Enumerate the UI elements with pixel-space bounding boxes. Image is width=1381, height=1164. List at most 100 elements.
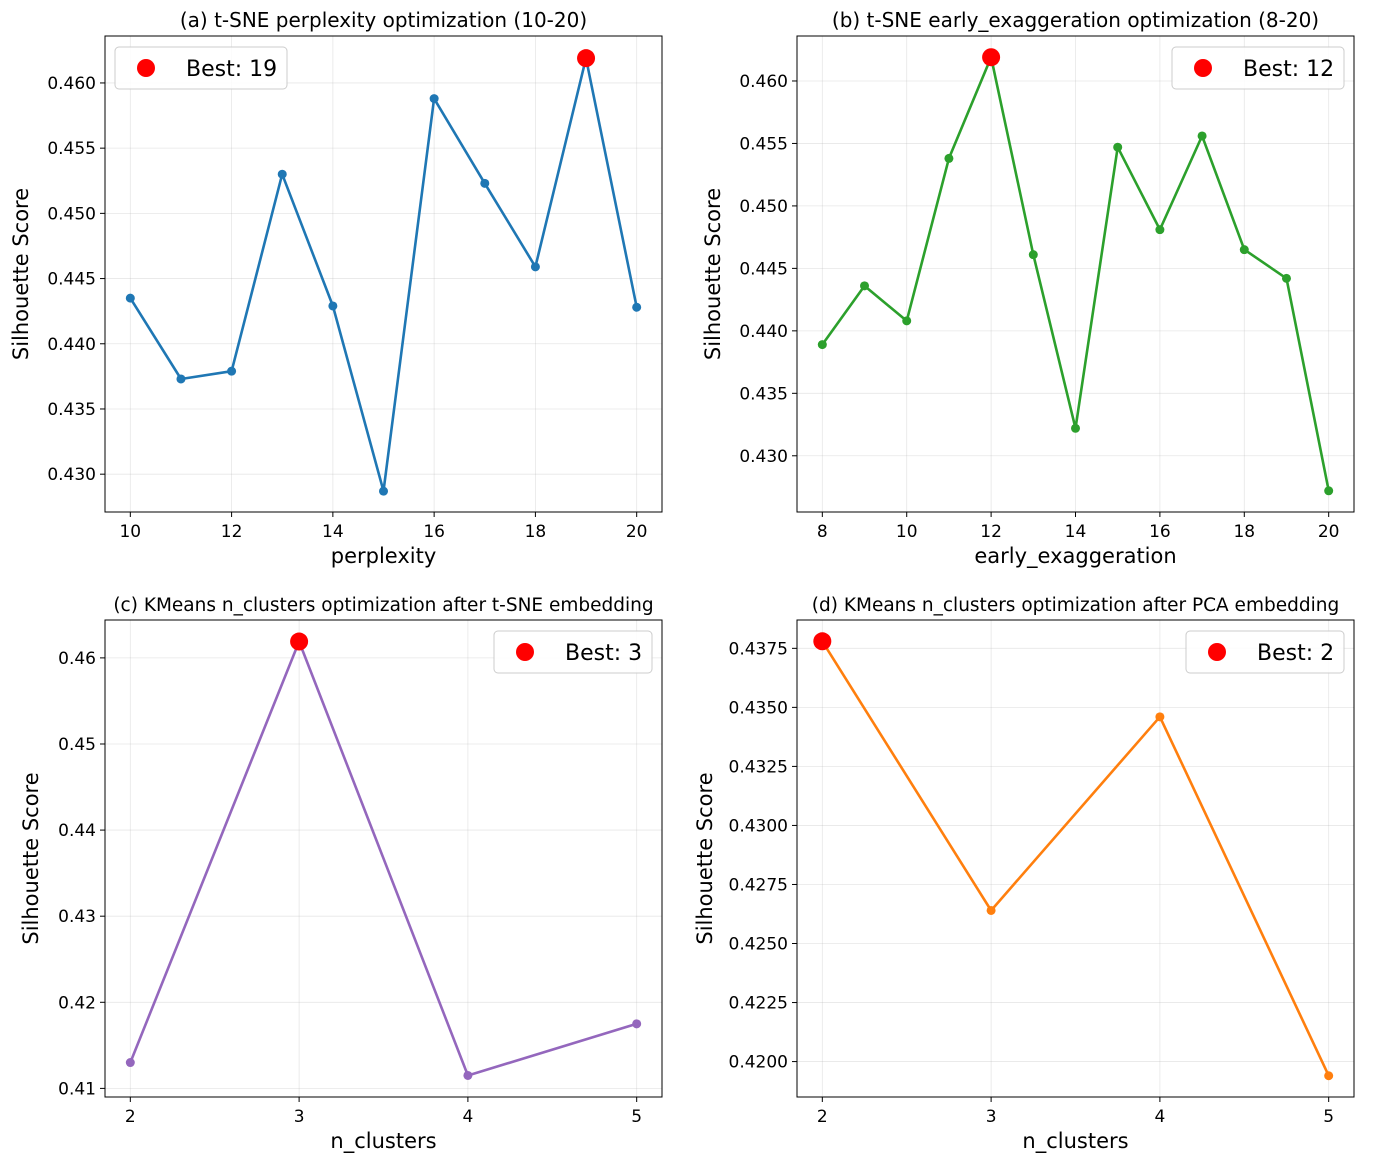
legend-label: Best: 2 xyxy=(1257,641,1334,666)
chart-title: (d) KMeans n_clusters optimization after… xyxy=(812,595,1339,616)
x-axis-label: perplexity xyxy=(331,544,437,568)
y-tick-label: 0.4375 xyxy=(729,639,788,659)
y-tick-label: 0.4225 xyxy=(729,994,788,1014)
data-point xyxy=(1155,225,1165,235)
y-tick-label: 0.45 xyxy=(58,735,96,755)
legend-label: Best: 12 xyxy=(1243,57,1334,82)
data-point xyxy=(1324,486,1334,496)
y-tick-label: 0.4250 xyxy=(729,935,788,955)
y-tick-label: 0.450 xyxy=(739,197,788,217)
y-tick-label: 0.460 xyxy=(47,74,96,94)
best-marker xyxy=(813,632,832,651)
data-point xyxy=(530,262,540,272)
y-tick-label: 0.430 xyxy=(739,447,788,467)
x-axis-label: n_clusters xyxy=(1022,1129,1128,1154)
x-tick-label: 2 xyxy=(817,1107,828,1127)
x-tick-label: 16 xyxy=(423,522,445,542)
legend-box xyxy=(493,630,653,674)
y-tick-label: 0.4300 xyxy=(729,816,788,836)
data-point xyxy=(176,374,186,384)
x-tick-label: 14 xyxy=(1065,522,1087,542)
data-point xyxy=(860,281,870,291)
x-tick-label: 18 xyxy=(1233,522,1255,542)
legend: Best: 12 xyxy=(1171,46,1345,90)
axes-frame xyxy=(796,35,1355,513)
y-tick-label: 0.4325 xyxy=(729,757,788,777)
chart-title: (a) t-SNE perplexity optimization (10-20… xyxy=(180,8,587,32)
x-tick-label: 5 xyxy=(631,1107,642,1127)
x-tick-label: 20 xyxy=(1318,522,1340,542)
legend-label: Best: 3 xyxy=(565,641,642,666)
data-point xyxy=(1113,142,1123,152)
axes-frame xyxy=(104,619,663,1098)
series-line xyxy=(821,640,1330,1077)
y-tick-label: 0.445 xyxy=(47,270,96,290)
best-marker xyxy=(577,49,596,68)
legend-box xyxy=(114,46,288,90)
data-point xyxy=(1071,423,1080,433)
chart-panel-c: 2 3 4 5 0.41 0.42 0.43 0.44 0.45 0.46 (c) KMeans n… xyxy=(19,595,663,1154)
axes-frame xyxy=(104,35,663,513)
x-tick-label: 4 xyxy=(1154,1107,1165,1127)
chart-title: (b) t-SNE early_exaggeration optimizatio… xyxy=(832,8,1319,32)
x-tick-label: 3 xyxy=(294,1107,305,1127)
x-tick-label: 8 xyxy=(817,522,828,542)
y-tick-label: 0.41 xyxy=(58,1079,96,1099)
legend-label: Best: 19 xyxy=(186,57,277,82)
x-tick-label: 14 xyxy=(322,522,344,542)
data-point xyxy=(632,302,642,312)
y-tick-label: 0.430 xyxy=(47,465,96,485)
legend-marker xyxy=(516,643,534,661)
x-tick-label: 12 xyxy=(980,522,1002,542)
best-marker xyxy=(982,48,1001,67)
data-point xyxy=(125,293,135,303)
data-point xyxy=(1155,712,1165,722)
legend-marker xyxy=(1208,643,1226,661)
best-marker xyxy=(290,632,309,651)
data-point xyxy=(902,316,912,326)
data-point xyxy=(480,178,490,188)
y-tick-label: 0.460 xyxy=(739,72,788,92)
x-tick-label: 10 xyxy=(119,522,141,542)
legend-marker xyxy=(1194,59,1212,77)
legend: Best: 3 xyxy=(493,630,653,674)
y-tick-label: 0.42 xyxy=(58,993,96,1013)
x-tick-label: 2 xyxy=(125,1107,136,1127)
legend-marker xyxy=(137,59,155,77)
axes-frame xyxy=(796,619,1355,1098)
data-point xyxy=(1324,1071,1334,1081)
y-tick-label: 0.4350 xyxy=(729,698,788,718)
data-point xyxy=(429,94,439,104)
data-point xyxy=(817,340,827,350)
x-axis-label: n_clusters xyxy=(330,1129,436,1154)
y-tick-label: 0.4275 xyxy=(729,875,788,895)
data-point xyxy=(1197,131,1207,141)
data-point xyxy=(277,169,287,179)
x-tick-label: 20 xyxy=(626,522,648,542)
y-tick-label: 0.44 xyxy=(58,821,96,841)
data-point xyxy=(1028,250,1038,260)
y-tick-label: 0.4200 xyxy=(729,1053,788,1073)
data-point xyxy=(379,486,388,496)
y-tick-label: 0.435 xyxy=(47,400,96,420)
x-tick-label: 18 xyxy=(525,522,547,542)
x-tick-label: 4 xyxy=(462,1107,473,1127)
y-tick-label: 0.43 xyxy=(58,907,96,927)
legend: Best: 19 xyxy=(114,46,288,90)
x-tick-label: 5 xyxy=(1323,1107,1334,1127)
x-tick-label: 16 xyxy=(1149,522,1171,542)
y-tick-label: 0.46 xyxy=(58,649,96,669)
legend-box xyxy=(1171,46,1345,90)
x-tick-label: 3 xyxy=(986,1107,997,1127)
y-axis-label: Silhouette Score xyxy=(693,772,717,944)
x-tick-label: 12 xyxy=(221,522,243,542)
data-point xyxy=(1239,245,1249,255)
y-tick-label: 0.435 xyxy=(739,384,788,404)
data-point xyxy=(328,301,338,311)
chart-panel-d: 2 3 4 5 0.4200 0.4225 0.4250 0.4275 0.4300 0.4325… xyxy=(693,595,1355,1154)
y-tick-label: 0.440 xyxy=(47,335,96,355)
y-tick-label: 0.445 xyxy=(739,259,788,279)
chart-title: (c) KMeans n_clusters optimization after… xyxy=(113,595,653,616)
x-tick-label: 10 xyxy=(896,522,918,542)
y-tick-label: 0.450 xyxy=(47,204,96,224)
